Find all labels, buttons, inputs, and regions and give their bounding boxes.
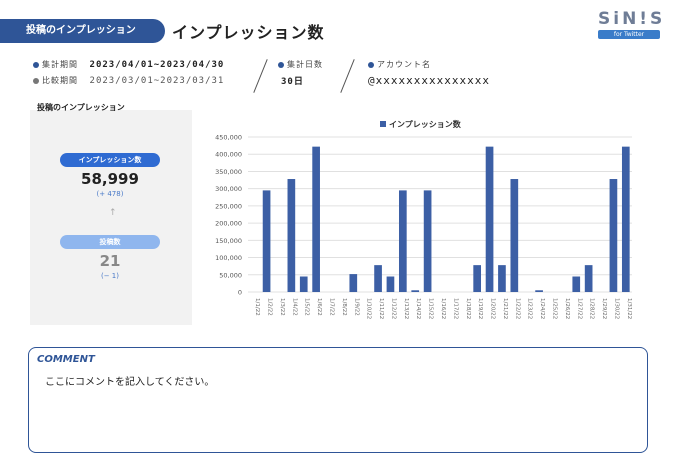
x-tick-label: 1/4/22 [291,298,297,316]
x-tick-label: 1/25/22 [551,298,557,319]
account-row: アカウント名 [368,59,431,70]
x-tick-label: 1/17/22 [452,298,458,319]
y-tick-label: 50,000 [219,271,242,279]
bar [498,265,506,292]
bar [572,276,581,292]
divider [253,59,268,93]
compare-row: 比較期間 2023/03/01~2023/03/31 [33,75,224,86]
x-tick-label: 1/28/22 [589,298,595,319]
bar [312,146,320,292]
y-tick-label: 350,000 [215,168,242,176]
days-label: 集計日数 [287,60,323,69]
account-value: @xxxxxxxxxxxxxxx [368,74,490,87]
bar [349,274,358,292]
x-tick-label: 1/5/22 [304,298,310,316]
days-row: 集計日数 [278,59,323,70]
arrow-up-icon: ↑ [109,208,117,218]
x-tick-label: 1/7/22 [329,298,335,316]
bar [287,179,296,292]
x-tick-label: 1/22/22 [514,298,520,319]
comment-title: COMMENT [37,354,95,365]
x-tick-label: 1/16/22 [440,298,446,319]
posts-label: 投稿数 [60,235,160,249]
period-value: 2023/04/01~2023/04/30 [89,60,225,70]
logo: SiN!S for Twitter [598,9,666,39]
x-tick-label: 1/31/22 [626,298,632,319]
bar [473,265,482,292]
dot-icon [278,61,284,68]
section-label: 投稿のインプレッション [0,19,165,43]
bar [621,146,630,292]
bar [386,276,395,292]
page-title: インプレッション数 [172,23,325,42]
impressions-diff: (+ 478) [96,190,124,198]
comment-box[interactable]: COMMENT ここにコメントを記入してください。 [28,347,648,453]
y-tick-label: 300,000 [215,185,242,193]
x-tick-label: 1/15/22 [428,298,434,319]
legend-label: インプレッション数 [389,119,462,129]
x-tick-label: 1/14/22 [415,298,421,319]
x-tick-label: 1/24/22 [539,298,545,319]
x-tick-label: 1/11/22 [378,298,384,319]
compare-value: 2023/03/01~2023/03/31 [89,76,225,86]
x-tick-label: 1/1/22 [254,298,260,316]
x-tick-label: 1/10/22 [366,298,372,319]
x-tick-label: 1/18/22 [465,298,471,319]
x-tick-label: 1/29/22 [601,298,607,319]
y-tick-label: 0 [238,289,242,297]
bar [535,290,543,292]
bar [423,190,432,292]
y-tick-label: 200,000 [215,220,242,228]
bar [374,265,382,292]
x-tick-label: 1/20/22 [490,298,496,319]
y-tick-label: 450,000 [215,134,242,142]
posts-diff: (− 1) [100,272,119,280]
bar [398,190,407,292]
logo-subtitle: for Twitter [598,30,660,39]
y-tick-label: 100,000 [215,254,242,262]
x-tick-label: 1/13/22 [403,298,409,319]
logo-text: SiN!S [598,9,666,29]
x-tick-label: 1/26/22 [564,298,570,319]
x-tick-label: 1/21/22 [502,298,508,319]
summary-card [30,110,192,325]
posts-value: 21 [99,252,121,270]
y-tick-label: 400,000 [215,151,242,159]
impressions-value: 58,999 [81,170,139,188]
account-label: アカウント名 [377,60,431,69]
impressions-chart: インプレッション数 0 50,000 100,000 150,000 200,000 25… [215,119,632,319]
x-tick-label: 1/19/22 [477,298,483,319]
period-row: 集計期間 2023/04/01~2023/04/30 [33,59,224,70]
days-value: 30日 [281,77,304,87]
x-tick-label: 1/2/22 [267,298,273,316]
bar [299,276,308,292]
legend-swatch [380,121,386,127]
period-label: 集計期間 [42,60,78,69]
bar [485,146,494,292]
impressions-label: インプレッション数 [60,153,160,167]
x-tick-label: 1/3/22 [279,298,285,316]
compare-label: 比較期間 [42,76,78,85]
x-tick-label: 1/23/22 [527,298,533,319]
x-tick-label: 1/27/22 [576,298,582,319]
bar [609,179,618,292]
x-tick-label: 1/8/22 [341,298,347,316]
bar [411,290,420,292]
summary-card-title: 投稿のインプレッション [37,103,125,112]
x-tick-label: 1/30/22 [613,298,619,319]
comment-text[interactable]: ここにコメントを記入してください。 [45,377,215,388]
divider [340,59,355,93]
x-tick-label: 1/9/22 [353,298,359,316]
bar [584,265,593,292]
x-tick-label: 1/12/22 [390,298,396,319]
y-tick-label: 250,000 [215,202,242,210]
dot-icon [33,61,39,68]
bar [510,179,519,292]
bar [262,190,271,292]
dot-icon [33,77,39,84]
dot-icon [368,61,374,68]
y-tick-label: 150,000 [215,237,242,245]
x-tick-label: 1/6/22 [316,298,322,316]
